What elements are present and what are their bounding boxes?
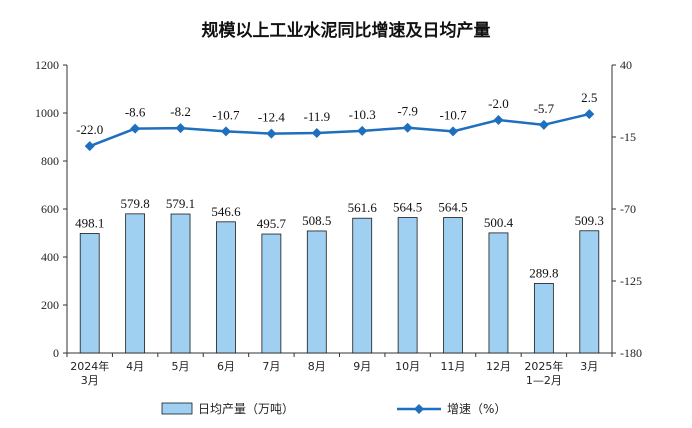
legend: 日均产量（万吨） 增速（%） bbox=[161, 402, 506, 416]
bar-value-label: 508.5 bbox=[302, 213, 331, 228]
bar bbox=[443, 217, 463, 354]
growth-value-label: -11.9 bbox=[303, 109, 330, 124]
x-tick-label: 11月 bbox=[441, 360, 466, 373]
x-tick-label-line: 9月 bbox=[353, 360, 371, 373]
bar-value-label: 289.8 bbox=[529, 265, 558, 280]
growth-point bbox=[266, 128, 277, 139]
growth-line bbox=[84, 109, 595, 152]
x-tick-label-line: 6月 bbox=[217, 360, 235, 373]
bar-value-label: 579.8 bbox=[121, 196, 150, 211]
growth-point bbox=[493, 114, 504, 125]
growth-point bbox=[584, 109, 595, 120]
y-right-tick-label: -70 bbox=[620, 202, 636, 216]
bar bbox=[579, 230, 600, 354]
x-tick-label-line: 5月 bbox=[172, 360, 190, 373]
bar bbox=[79, 233, 100, 354]
bars bbox=[79, 213, 600, 354]
growth-value-label: -10.7 bbox=[212, 107, 240, 122]
growth-point bbox=[402, 122, 413, 133]
x-tick-label-line: 3月 bbox=[81, 374, 99, 387]
x-tick-label-line: 7月 bbox=[262, 360, 280, 373]
y-left-tick-label: 0 bbox=[53, 346, 59, 360]
bar bbox=[488, 232, 509, 354]
x-tick-label-line: 2024年 bbox=[70, 359, 109, 373]
x-tick-label-line: 10月 bbox=[395, 360, 420, 373]
x-tick-label: 8月 bbox=[308, 360, 326, 373]
bar-value-label: 495.7 bbox=[257, 216, 287, 231]
x-tick-label-line: 12月 bbox=[486, 360, 511, 373]
x-tick-label-line: 1—2月 bbox=[526, 374, 562, 387]
x-tick-label: 2025年 1—2月 bbox=[524, 359, 563, 387]
y-left-tick-label: 600 bbox=[41, 202, 59, 216]
bar-value-label: 509.3 bbox=[575, 213, 604, 228]
growth-value-label: 2.5 bbox=[581, 90, 597, 105]
y-right-tick-label: 40 bbox=[620, 58, 632, 72]
y-left-tick-label: 800 bbox=[41, 154, 59, 168]
growth-point bbox=[220, 126, 231, 137]
x-tick-label: 6月 bbox=[217, 360, 235, 373]
x-tick-label: 9月 bbox=[353, 360, 371, 373]
growth-value-label: -12.4 bbox=[258, 110, 286, 125]
growth-value-label: -5.7 bbox=[534, 101, 555, 116]
growth-point bbox=[130, 123, 141, 134]
y-right-tick-label: -180 bbox=[620, 346, 642, 360]
x-tick-label-line: 8月 bbox=[308, 360, 326, 373]
bar bbox=[352, 217, 373, 354]
x-tick-label: 10月 bbox=[395, 360, 420, 373]
growth-point bbox=[538, 119, 549, 130]
legend-bar-label: 日均产量（万吨） bbox=[198, 402, 294, 416]
x-tick-label: 3月 bbox=[580, 360, 598, 373]
bar bbox=[125, 213, 146, 354]
bar-value-label: 564.5 bbox=[438, 200, 467, 215]
growth-value-label: -8.6 bbox=[125, 105, 146, 120]
growth-value-label: -10.3 bbox=[349, 107, 376, 122]
y-right-tick-label: -125 bbox=[620, 274, 642, 288]
bar bbox=[397, 217, 418, 354]
axes: 0 200 400 600 800 1000 1200 40 -15 -70 -125 -180 202… bbox=[35, 58, 642, 387]
growth-line-path bbox=[89, 112, 590, 148]
growth-value-label: -8.2 bbox=[170, 104, 191, 119]
growth-point bbox=[175, 123, 186, 134]
bar-value-label: 579.1 bbox=[166, 196, 195, 211]
y-left-tick-label: 200 bbox=[41, 298, 59, 312]
bar bbox=[170, 213, 191, 354]
x-tick-label: 2024年 3月 bbox=[70, 359, 109, 387]
chart-title: 规模以上工业水泥同比增速及日均产量 bbox=[202, 20, 491, 41]
legend-line-label: 增速（%） bbox=[447, 402, 506, 416]
y-right-tick-label: -15 bbox=[620, 130, 636, 144]
bar-value-label: 564.5 bbox=[393, 200, 422, 215]
growth-point bbox=[448, 126, 459, 137]
y-left-tick-label: 1200 bbox=[35, 58, 59, 72]
bar-value-label: 500.4 bbox=[484, 215, 514, 230]
growth-point bbox=[84, 141, 95, 152]
growth-point bbox=[357, 125, 368, 136]
bar-value-label: 546.6 bbox=[211, 204, 241, 219]
x-tick-label: 5月 bbox=[172, 360, 190, 373]
x-tick-label-line: 2025年 bbox=[524, 359, 563, 373]
data-labels: 498.1 579.8 579.1 546.6 495.7 508.5 561.6 564.5… bbox=[75, 90, 604, 280]
bar bbox=[261, 233, 282, 354]
legend-line-marker bbox=[414, 404, 424, 414]
bar bbox=[533, 283, 554, 354]
growth-value-label: -10.7 bbox=[439, 107, 467, 122]
bar bbox=[216, 221, 236, 354]
bar bbox=[306, 230, 327, 354]
growth-point bbox=[311, 127, 322, 138]
growth-value-label: -22.0 bbox=[76, 122, 103, 137]
x-tick-label: 4月 bbox=[126, 360, 144, 373]
bar-value-label: 561.6 bbox=[348, 200, 378, 215]
y-left-tick-label: 400 bbox=[41, 250, 59, 264]
x-tick-label: 7月 bbox=[262, 360, 280, 373]
x-tick-label-line: 11月 bbox=[441, 360, 466, 373]
legend-bar-swatch bbox=[161, 402, 193, 415]
x-tick-label-line: 4月 bbox=[126, 360, 144, 373]
x-tick-label: 12月 bbox=[486, 360, 511, 373]
growth-value-label: -7.9 bbox=[397, 104, 418, 119]
bar-value-label: 498.1 bbox=[75, 215, 104, 230]
y-left-tick-label: 1000 bbox=[35, 106, 59, 120]
x-tick-label-line: 3月 bbox=[580, 360, 598, 373]
growth-value-label: -2.0 bbox=[488, 96, 509, 111]
